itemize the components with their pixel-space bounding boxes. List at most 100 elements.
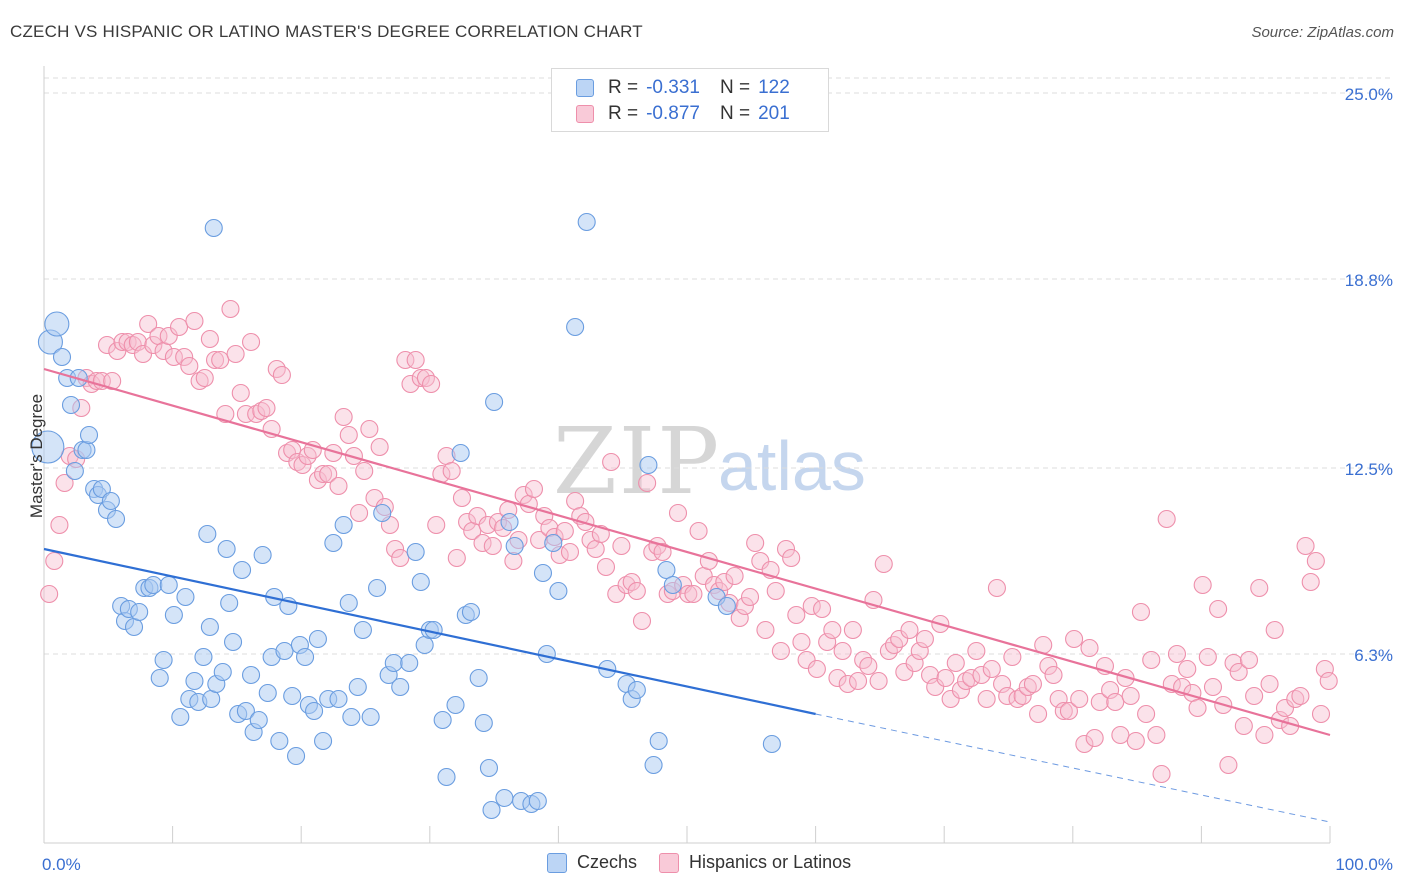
hispanic-r-value: -0.877	[646, 103, 700, 124]
hispanic-point	[638, 473, 657, 493]
hispanic-point	[751, 551, 770, 571]
czech-point	[373, 503, 392, 523]
czech-point	[154, 650, 173, 670]
hispanic-point	[679, 584, 698, 604]
czech-point	[577, 212, 596, 232]
hispanic-point	[1178, 659, 1197, 679]
hispanic-point	[1003, 647, 1022, 667]
watermark-atlas: atlas	[718, 427, 866, 505]
czech-point	[217, 539, 236, 559]
hispanic-point	[314, 464, 333, 484]
hispanic-point	[159, 326, 178, 346]
hispanic-point	[643, 542, 662, 562]
czech-point	[437, 767, 456, 787]
hispanic-point	[344, 446, 363, 466]
hispanic-point	[951, 680, 970, 700]
hispanic-point	[226, 344, 245, 364]
hispanic-point	[715, 572, 734, 592]
czech-point	[106, 509, 126, 529]
hispanic-point	[1260, 674, 1279, 694]
hispanic-point	[411, 368, 430, 388]
czech-point	[411, 572, 430, 592]
hispanic-point	[838, 674, 857, 694]
hispanic-point	[941, 689, 960, 709]
hispanic-point	[1209, 599, 1228, 619]
hispanic-point	[1147, 725, 1166, 745]
hispanic-point	[252, 401, 271, 421]
hispanic-point	[555, 521, 574, 541]
hispanic-point	[766, 581, 785, 601]
czech-point	[400, 653, 419, 673]
hispanic-point	[905, 653, 924, 673]
hispanic-point	[730, 608, 749, 628]
hispanic-point	[1183, 683, 1202, 703]
hispanic-point	[848, 671, 868, 691]
hispanic-point	[442, 461, 461, 481]
hispanic-point	[668, 503, 688, 523]
hispanic-point	[792, 632, 811, 652]
hispanic-point	[329, 476, 348, 496]
hispanic-point	[900, 620, 919, 640]
czech-point	[270, 731, 289, 751]
czech-point	[495, 788, 514, 808]
czech-n-value: 122	[758, 77, 790, 98]
hispanic-point	[622, 572, 641, 592]
legend-row-czechs: R = -0.331 N = 122	[576, 75, 790, 101]
czech-point	[124, 617, 144, 637]
hispanic-point	[40, 584, 59, 604]
hispanic-point	[283, 440, 302, 460]
hispanic-point	[787, 605, 806, 625]
hispanic-point	[180, 356, 199, 376]
hispanic-point	[483, 536, 502, 556]
hispanic-point	[972, 665, 991, 685]
hispanic-point	[833, 641, 852, 661]
hispanic-point	[257, 398, 276, 418]
hispanic-point	[169, 317, 189, 337]
hispanic-point	[350, 503, 369, 523]
hispanic-point	[504, 551, 523, 571]
hispanic-point	[632, 611, 652, 631]
hispanic-point	[1157, 509, 1176, 529]
hispanic-point	[1008, 689, 1027, 709]
hispanic-point	[915, 629, 934, 649]
hispanic-point	[1065, 629, 1084, 649]
czech-n-label: N =	[719, 77, 751, 98]
hispanic-point	[514, 485, 533, 505]
hispanic-point	[612, 536, 631, 556]
hispanic-point	[205, 350, 225, 370]
czech-point	[415, 635, 434, 655]
czech-point	[479, 758, 499, 778]
czech-point	[200, 617, 219, 637]
hispanic-point	[566, 491, 585, 511]
hispanic-point	[391, 548, 410, 568]
hispanic-point	[653, 542, 672, 562]
hispanic-n-value: 201	[758, 103, 790, 124]
hispanic-point	[1311, 704, 1331, 724]
hispanic-point	[1193, 575, 1212, 595]
hispanic-point	[596, 557, 616, 577]
hispanic-point	[1039, 656, 1058, 676]
y-tick-label: 12.5%	[1345, 460, 1393, 479]
hispanic-point	[416, 368, 435, 388]
czech-point	[194, 647, 213, 667]
hispanic-point	[884, 635, 904, 655]
hispanic-point	[267, 359, 286, 379]
hispanic-point	[957, 671, 976, 691]
chart-title: CZECH VS HISPANIC OR LATINO MASTER'S DEG…	[10, 22, 643, 41]
czech-point	[657, 560, 676, 580]
hispanic-point	[1044, 665, 1063, 685]
hispanic-point	[812, 599, 832, 619]
czech-point	[176, 587, 195, 607]
hispanic-point	[782, 548, 801, 568]
hispanic-point	[241, 332, 261, 352]
czech-point	[627, 680, 646, 700]
hispanic-point	[1239, 650, 1259, 670]
czech-point	[287, 746, 306, 766]
hispanic-point	[200, 329, 219, 349]
hispanic-point	[1018, 677, 1037, 697]
hispanic-point	[1013, 686, 1032, 706]
hispanic-point	[1029, 704, 1048, 724]
hispanic-point	[982, 659, 1001, 679]
legend-item-hispanics: Hispanics or Latinos	[659, 852, 851, 873]
